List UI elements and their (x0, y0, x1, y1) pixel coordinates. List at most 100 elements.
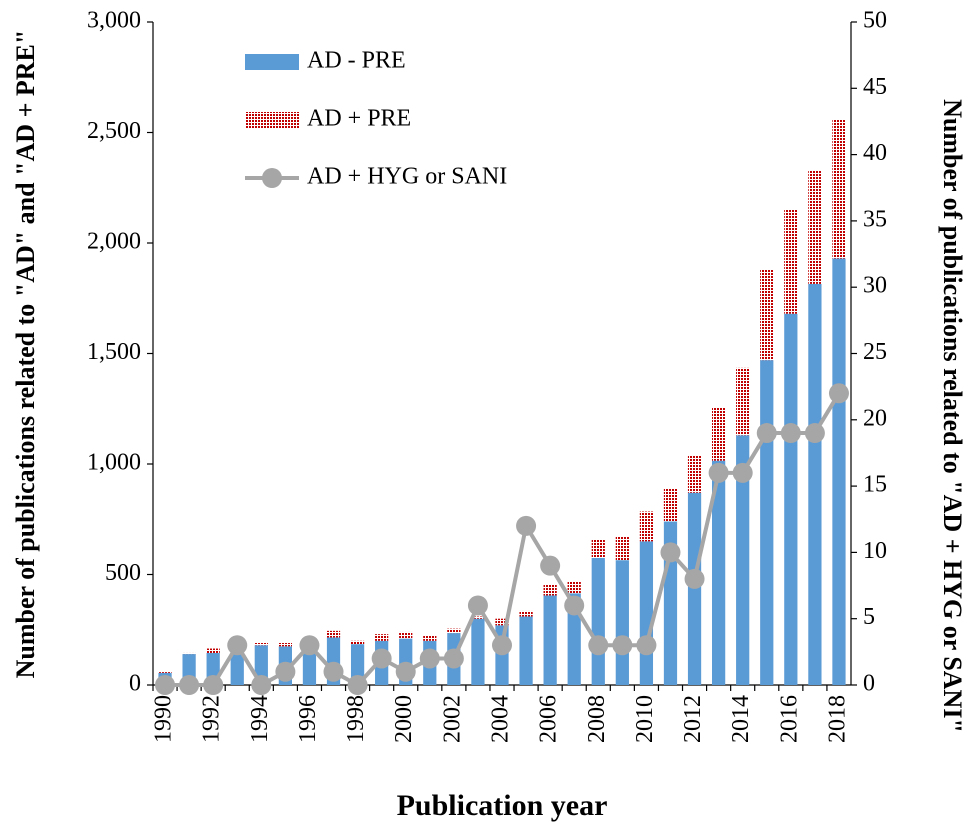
bar (375, 634, 389, 641)
x-tick-label: 1994 (247, 695, 273, 743)
x-tick-label: 2018 (824, 695, 850, 743)
bar (808, 283, 822, 685)
bar (471, 618, 485, 685)
y-tick-label: 3,000 (87, 8, 141, 34)
bar (254, 645, 268, 685)
bar (712, 407, 726, 461)
bar (495, 618, 509, 626)
x-tick-label: 2002 (439, 695, 465, 743)
line-marker (371, 648, 392, 669)
y-tick-label: 2,500 (87, 118, 141, 144)
line-marker (780, 423, 801, 444)
bar (736, 435, 750, 685)
x-tick-label: 2014 (728, 695, 754, 743)
bar (712, 460, 726, 685)
x-tick-label: 2006 (536, 695, 562, 743)
line-marker (708, 462, 729, 483)
line-marker (756, 423, 777, 444)
legend-label: AD + PRE (307, 106, 411, 132)
legend-swatch (245, 54, 299, 70)
line-marker (227, 635, 248, 656)
x-tick-label: 1998 (343, 695, 369, 743)
bar (471, 616, 485, 619)
bar (808, 170, 822, 284)
bar (230, 649, 244, 685)
line-marker (636, 635, 657, 656)
line-marker (492, 635, 512, 656)
legend-swatch (262, 168, 282, 188)
legend-label: AD - PRE (307, 48, 406, 74)
line-marker (395, 661, 416, 682)
y2-tick-label: 35 (863, 206, 887, 232)
line-marker (612, 635, 633, 656)
y-tick-label: 0 (129, 671, 141, 697)
bar (350, 644, 365, 685)
x-tick-label: 2016 (776, 695, 802, 743)
legend-swatch (245, 112, 299, 128)
line-marker (828, 383, 849, 404)
bar (326, 630, 341, 638)
bar (519, 610, 533, 617)
bar (254, 643, 268, 646)
bar (784, 313, 798, 685)
line-marker (419, 648, 440, 669)
bar (543, 595, 557, 685)
bar (519, 616, 533, 685)
y-axis-label: Number of publications related to "AD" a… (11, 30, 40, 679)
line-marker (804, 423, 825, 444)
y-tick-label: 500 (105, 560, 141, 586)
line-marker (564, 595, 585, 616)
line-marker (347, 675, 368, 695)
line-marker (588, 635, 609, 656)
bar (182, 652, 196, 655)
bar (447, 628, 461, 634)
bar (158, 671, 172, 673)
bar (639, 511, 654, 542)
line-marker (516, 515, 537, 536)
y2-tick-label: 45 (863, 74, 887, 100)
line-marker (203, 675, 224, 695)
line-marker (179, 675, 200, 695)
x-tick-label: 1992 (199, 695, 225, 743)
line-marker (155, 675, 176, 695)
bar (302, 647, 317, 685)
y2-tick-label: 5 (863, 604, 875, 630)
bar (543, 584, 557, 596)
x-axis-label: Publication year (397, 789, 608, 822)
bar (567, 581, 581, 594)
y2-tick-label: 40 (863, 140, 887, 166)
bar (760, 269, 774, 361)
line-marker (323, 661, 344, 682)
y-tick-label: 1,500 (87, 339, 141, 365)
bar (399, 631, 413, 639)
x-tick-label: 2004 (488, 695, 514, 743)
y2-axis-label: Number of publications related to "AD + … (938, 99, 967, 733)
bar (423, 635, 437, 641)
line-marker (443, 648, 464, 669)
bar (832, 258, 846, 685)
bar (591, 557, 605, 685)
y2-tick-label: 20 (863, 405, 887, 431)
bar (832, 119, 846, 259)
y2-tick-label: 25 (863, 339, 887, 365)
bar (663, 488, 678, 522)
bar (687, 455, 702, 493)
y2-tick-label: 0 (863, 671, 875, 697)
line-marker (299, 635, 320, 656)
line-marker (275, 661, 296, 682)
bar (784, 209, 798, 314)
bar (639, 541, 654, 685)
bar (567, 593, 581, 685)
legend-label: AD + HYG or SANI (307, 164, 507, 190)
bar (615, 560, 629, 685)
line-marker (251, 675, 272, 695)
x-tick-label: 2008 (584, 695, 610, 743)
x-tick-label: 1996 (295, 695, 321, 743)
y2-tick-label: 50 (863, 8, 887, 34)
bar (278, 643, 292, 647)
y-tick-label: 1,000 (87, 450, 141, 476)
y-tick-label: 2,000 (87, 229, 141, 255)
line-marker (732, 462, 753, 483)
x-tick-label: 2000 (391, 695, 417, 743)
